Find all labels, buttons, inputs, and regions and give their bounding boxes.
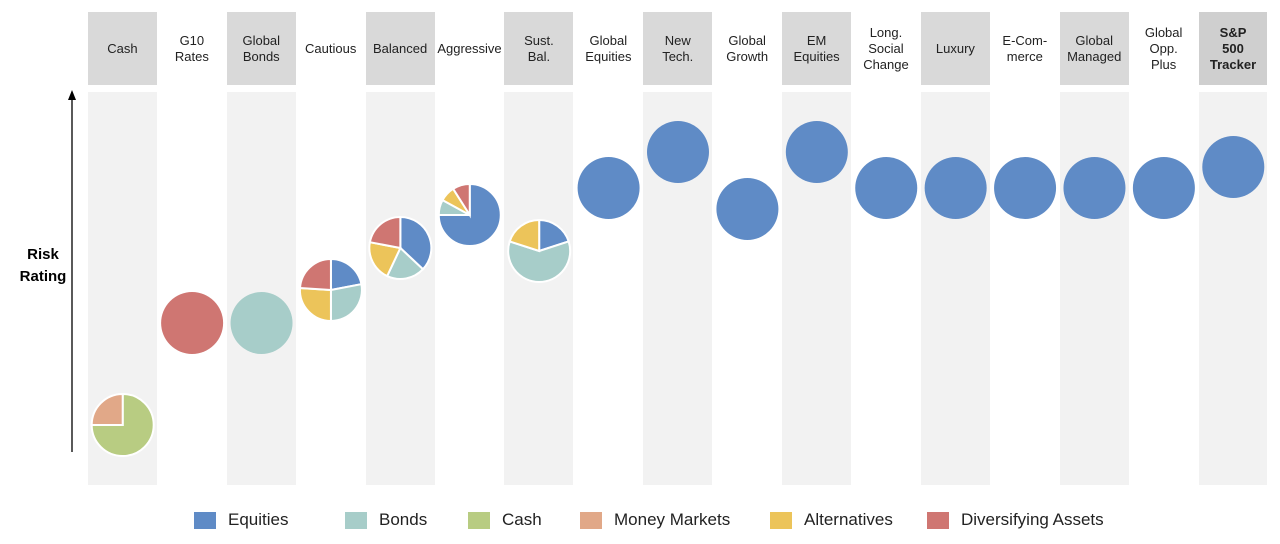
legend-label: Money Markets <box>614 510 731 529</box>
pie-slice <box>1063 157 1126 219</box>
column-header: Cash <box>88 12 157 85</box>
pie-slice <box>90 392 155 457</box>
legend-label: Diversifying Assets <box>961 510 1104 529</box>
pie-slice <box>298 286 332 323</box>
legend-swatch <box>194 511 216 529</box>
fund-pie <box>507 218 572 283</box>
pie-slice <box>924 157 987 219</box>
legend-swatch <box>770 511 792 529</box>
column-header: Luxury <box>920 12 990 85</box>
column-header: New Tech. <box>643 12 713 85</box>
pie-slice <box>161 292 224 354</box>
column-header: Global Growth <box>726 32 769 64</box>
column-header: Global Opp. Plus <box>1144 24 1183 72</box>
fund-pie <box>90 392 155 457</box>
fund-pie <box>994 157 1057 219</box>
legend-item: Cash <box>468 510 542 530</box>
legend-label: Equities <box>228 510 289 529</box>
pie-slice <box>577 157 640 219</box>
pie-slice <box>716 178 779 240</box>
pie-slice <box>507 240 572 283</box>
fund-pie <box>1132 157 1195 219</box>
pie-slice <box>90 392 124 426</box>
legend-swatch <box>580 511 602 529</box>
legend-item: Money Markets <box>580 510 730 530</box>
legend-swatch <box>927 511 949 529</box>
column-header: Global Managed <box>1059 12 1129 85</box>
pie-slice <box>785 121 848 183</box>
pie-slice <box>647 121 709 183</box>
pie-slice <box>994 157 1057 219</box>
y-axis-arrow-icon <box>68 90 76 100</box>
legend-item: Alternatives <box>770 510 893 530</box>
legend-label: Bonds <box>379 510 428 529</box>
fund-pie <box>855 157 918 219</box>
fund-pie <box>298 257 363 323</box>
column-header: Cautious <box>305 40 357 56</box>
fund-pie <box>577 157 640 219</box>
column-header: Balanced <box>365 12 435 85</box>
pie-slice <box>399 215 433 271</box>
fund-pie <box>230 292 293 354</box>
y-axis-label: Risk Rating <box>19 246 67 285</box>
legend-item: Bonds <box>345 510 427 530</box>
pie-slice <box>508 218 541 253</box>
fund-pie <box>924 157 987 219</box>
fund-pie <box>1063 157 1126 219</box>
legend-item: Diversifying Assets <box>927 510 1104 530</box>
legend: Equities Bonds Cash Money Markets Alternativ… <box>0 510 1280 534</box>
column-header: EM Equities <box>782 12 852 85</box>
fund-pie <box>161 292 224 354</box>
pie-slice <box>437 182 502 247</box>
legend-label: Alternatives <box>804 510 893 529</box>
legend-item: Equities <box>194 510 288 530</box>
legend-swatch <box>345 511 367 529</box>
pie-slice <box>298 257 332 292</box>
legend-swatch <box>468 511 490 529</box>
column-header: Long. Social Change <box>863 24 909 72</box>
pie-slice <box>451 182 471 219</box>
column-header: S&P 500 Tracker <box>1198 12 1268 85</box>
pie-slice <box>368 215 402 250</box>
column-header: Aggressive <box>437 40 502 56</box>
pie-slice <box>1132 157 1195 219</box>
fund-pie <box>1202 136 1265 198</box>
column-band <box>226 92 296 485</box>
fund-pie <box>716 178 779 240</box>
column-header: Global Bonds <box>226 12 296 85</box>
fund-pie <box>368 215 433 280</box>
column-band <box>365 92 435 485</box>
pie-slice <box>1202 136 1265 198</box>
fund-pie <box>785 121 848 183</box>
fund-pie <box>437 182 502 247</box>
column-header: E-Com- merce <box>1002 32 1048 64</box>
fund-pie <box>647 121 709 183</box>
column-band <box>504 92 574 485</box>
pie-slice <box>230 292 293 354</box>
pie-slice <box>855 157 918 219</box>
legend-label: Cash <box>502 510 542 529</box>
column-header: Global Equities <box>585 32 632 64</box>
pie-slice <box>329 283 363 323</box>
column-header: Sust. Bal. <box>504 12 574 85</box>
column-header: G10 Rates <box>174 32 209 64</box>
pie-slice <box>329 257 363 292</box>
